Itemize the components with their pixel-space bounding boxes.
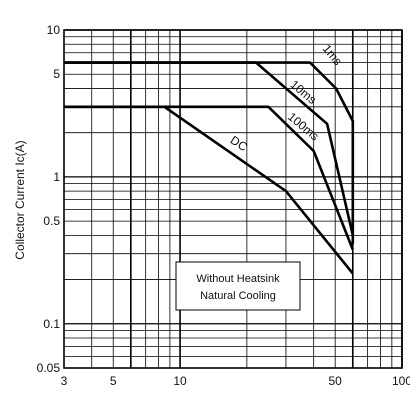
series-label-1ms: 1ms [320,42,345,68]
annotation-line-2: Natural Cooling [200,290,276,302]
y-tick-label: 10 [47,23,61,37]
x-tick-label: 50 [329,374,343,388]
y-tick-label: 0.1 [43,317,60,331]
x-tick-label: 3 [61,374,68,388]
y-tick-label: 1 [53,170,60,184]
x-tick-label: 100 [392,374,410,388]
annotation-box: Without Heatsink Natural Cooling [175,261,301,311]
grid [63,29,403,369]
annotation-line-1: Without Heatsink [196,273,280,285]
tick-labels: 3 5 10 50 100 0.05 0.1 0.5 1 5 10 [37,23,410,388]
series-10ms-line [64,61,355,244]
y-tick-label: 0.05 [37,361,61,375]
x-tick-label: 5 [110,374,117,388]
y-tick-label: 5 [53,67,60,81]
series-dc-line [64,105,354,275]
y-tick-label: 0.5 [43,214,60,228]
y-axis-label: Collector Current Ic(A) [13,140,27,259]
x-tick-label: 10 [173,374,187,388]
plot-border [63,29,403,369]
curves [64,61,355,275]
